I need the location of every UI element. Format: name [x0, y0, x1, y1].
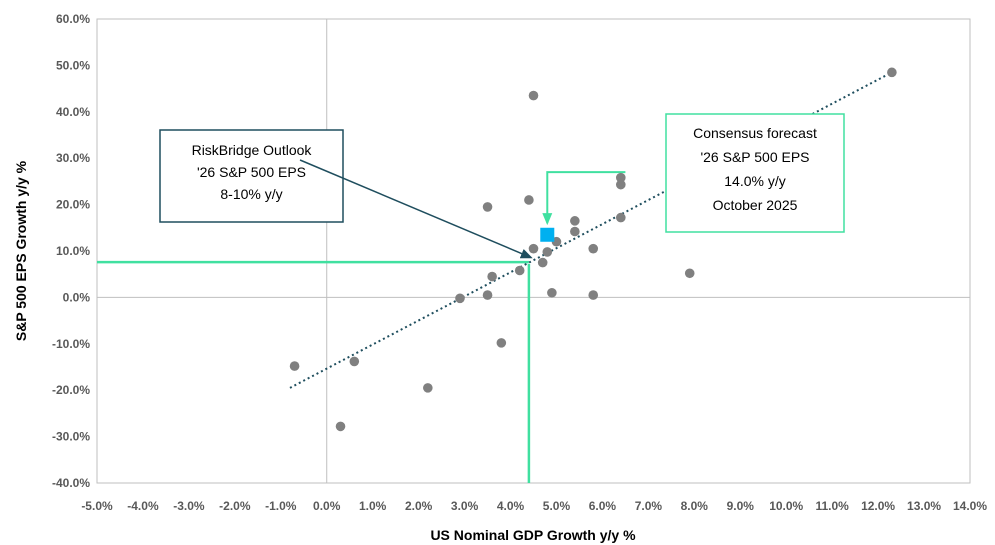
y-tick-label: 50.0%	[56, 58, 90, 72]
riskbridge-arrow	[299, 159, 533, 259]
y-tick-label: 20.0%	[56, 198, 90, 212]
scatter-point	[684, 268, 695, 279]
x-tick-label: -2.0%	[219, 499, 251, 513]
x-tick-label: 11.0%	[815, 499, 849, 513]
scatter-point	[423, 383, 433, 393]
x-tick-label: 3.0%	[451, 499, 479, 513]
x-tick-label: 0.0%	[313, 499, 341, 513]
consensus-arrow	[542, 171, 626, 226]
scatter-point	[496, 338, 507, 348]
y-tick-label: 40.0%	[56, 105, 90, 119]
x-tick-label: 4.0%	[497, 499, 525, 513]
scatter-point	[482, 202, 493, 212]
scatter-point	[616, 172, 626, 183]
consensus-marker	[540, 227, 555, 242]
scatter-point	[547, 287, 557, 298]
scatter-point	[528, 90, 539, 101]
y-tick-label: -30.0%	[52, 430, 90, 444]
riskbridge-callout-line: '26 S&P 500 EPS	[197, 164, 306, 180]
y-tick-label: -10.0%	[52, 337, 90, 351]
y-tick-label: 0.0%	[63, 290, 91, 304]
riskbridge-callout-line: 8-10% y/y	[220, 186, 282, 202]
x-tick-label: 8.0%	[681, 499, 709, 513]
scatter-point	[588, 290, 599, 300]
scatter-point	[487, 271, 497, 282]
scatter-point	[335, 421, 346, 432]
scatter-point	[570, 226, 580, 237]
consensus-callout-line: 14.0% y/y	[724, 173, 785, 189]
x-tick-label: -5.0%	[81, 499, 113, 513]
scatter-point	[537, 257, 548, 268]
riskbridge-callout-line: RiskBridge Outlook	[192, 142, 313, 158]
y-axis-title: S&P 500 EPS Growth y/y %	[13, 160, 29, 341]
scatter-point	[514, 265, 525, 276]
consensus-callout-line: '26 S&P 500 EPS	[700, 149, 809, 165]
x-tick-label: 6.0%	[589, 499, 617, 513]
scatter-point	[349, 356, 360, 367]
scatter-point	[524, 195, 534, 205]
y-tick-label: -20.0%	[52, 383, 90, 397]
scatter-point	[542, 247, 553, 257]
scatter-point	[588, 243, 599, 254]
scatter-point	[616, 212, 626, 223]
x-tick-label: 14.0%	[953, 499, 987, 513]
y-tick-label: 10.0%	[56, 244, 90, 258]
scatter-point	[616, 179, 626, 190]
riskbridge-callout-box	[159, 129, 344, 223]
x-tick-label: 7.0%	[635, 499, 663, 513]
x-tick-label: 2.0%	[405, 499, 433, 513]
scatter-point	[289, 361, 300, 371]
y-tick-label: 60.0%	[56, 12, 90, 26]
x-tick-label: -1.0%	[265, 499, 297, 513]
x-tick-label: 5.0%	[543, 499, 571, 513]
y-tick-label: 30.0%	[56, 151, 90, 165]
consensus-callout-box	[665, 113, 845, 233]
consensus-callout-line: Consensus forecast	[693, 125, 817, 141]
x-tick-label: 13.0%	[907, 499, 941, 513]
scatter-point	[570, 216, 580, 226]
x-tick-label: 9.0%	[727, 499, 755, 513]
scatter-point	[482, 290, 493, 300]
scatter-point	[455, 293, 465, 304]
consensus-callout-line: October 2025	[713, 197, 798, 213]
x-tick-label: 12.0%	[861, 499, 895, 513]
y-tick-label: -40.0%	[52, 476, 90, 490]
x-axis-title: US Nominal GDP Growth y/y %	[430, 527, 636, 543]
plot-area	[96, 18, 971, 484]
scatter-point	[528, 243, 539, 254]
x-tick-label: 1.0%	[359, 499, 387, 513]
x-tick-label: -4.0%	[127, 499, 159, 513]
x-tick-label: -3.0%	[173, 499, 205, 513]
scatter-point	[887, 67, 897, 78]
x-tick-label: 10.0%	[769, 499, 803, 513]
